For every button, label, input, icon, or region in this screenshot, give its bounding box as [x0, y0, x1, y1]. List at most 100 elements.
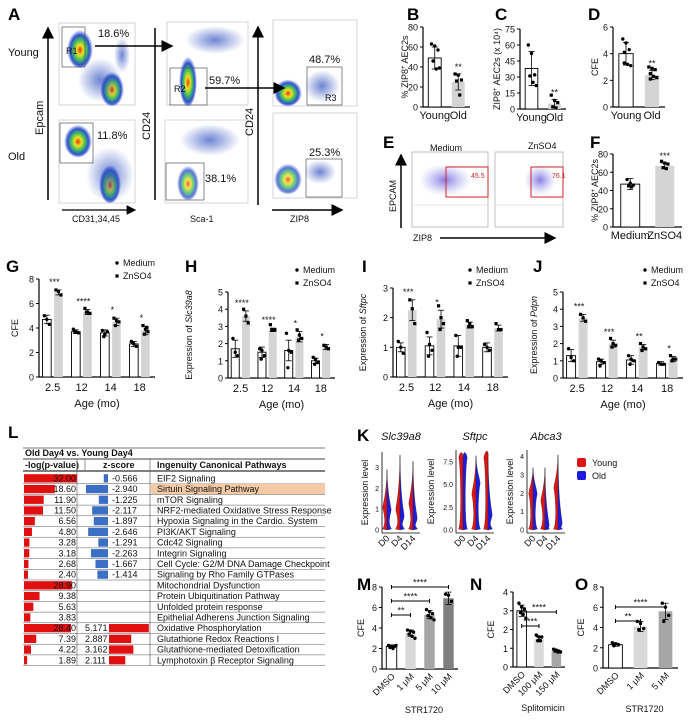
- x-tick-label: Young: [611, 110, 642, 122]
- data-point: [441, 322, 446, 326]
- significance-label: ****: [262, 315, 277, 325]
- zscore-bar: [85, 484, 108, 494]
- table-row: 2.68 -1.667 Cell Cycle: G2/M DNA Damage Ch…: [23, 559, 330, 570]
- pathway-name: Mitochondrial Dysfunction: [157, 580, 260, 590]
- data-point: [405, 628, 410, 632]
- bar: [295, 336, 304, 378]
- x-axis-label: Age (mo): [74, 398, 119, 410]
- data-point: [235, 353, 240, 358]
- bar: [608, 644, 623, 669]
- data-point: [427, 342, 432, 347]
- data-point: [455, 354, 459, 358]
- legend-marker-medium: [115, 261, 119, 265]
- row-label-young: Young: [8, 47, 39, 59]
- y-axis-label: CFE: [590, 58, 600, 76]
- pathway-name: Oxidative Phosphorylation: [157, 623, 262, 633]
- bar: [241, 316, 250, 378]
- data-point: [534, 633, 538, 637]
- data-point: [614, 343, 618, 347]
- data-point: [571, 359, 576, 363]
- data-point: [270, 328, 274, 332]
- y-tick-label: 3: [383, 284, 388, 294]
- flow-density: [86, 147, 134, 203]
- zscore-bar: [88, 527, 108, 536]
- significance-label: *: [294, 319, 298, 329]
- data-point: [73, 329, 77, 334]
- x-tick-label: 18: [661, 383, 673, 395]
- flow-panel-a: Young Old R1 18.6% 11.8% Epcam CD31,34,4…: [8, 19, 358, 224]
- pvalue-text: 3.18: [58, 548, 76, 558]
- panel-letter-d: D: [588, 5, 600, 24]
- zscore-text: -1.667: [112, 559, 138, 569]
- y-tick-label: 2.5: [443, 505, 453, 512]
- data-point: [622, 50, 626, 55]
- significance-label: **: [636, 331, 644, 341]
- y-tick-label: 3: [520, 473, 524, 480]
- data-point: [284, 331, 289, 335]
- y-tick-label: 0: [520, 528, 524, 535]
- pvalue-bar: [24, 581, 72, 590]
- x-tick-label: Old: [643, 110, 660, 122]
- pvalue-bar: [24, 613, 31, 622]
- y-tick-label: 5.0: [443, 482, 453, 489]
- data-point: [468, 322, 472, 326]
- data-point: [626, 184, 631, 188]
- x-tick-label: 14: [631, 383, 643, 395]
- data-point: [246, 321, 250, 325]
- data-point: [146, 330, 150, 334]
- data-point: [578, 312, 583, 316]
- y-tick-label: 4: [503, 588, 508, 598]
- x-tick-label: 2.5: [569, 383, 584, 395]
- x-axis-label: STR1720: [405, 705, 443, 715]
- zscore-text: -1.225: [112, 495, 138, 505]
- data-point: [459, 345, 463, 350]
- data-point: [558, 650, 563, 654]
- data-point: [622, 61, 626, 65]
- bar: [608, 343, 618, 378]
- zscore-text: 2.111: [85, 655, 106, 665]
- significance-label: ****: [403, 592, 418, 602]
- data-point: [485, 345, 489, 350]
- y-tick-label: 0: [218, 374, 223, 384]
- bar: [385, 646, 398, 670]
- data-point: [388, 645, 392, 650]
- y-tick-label: 40: [598, 186, 608, 196]
- pvalue-text: 11.90: [54, 495, 76, 505]
- x-tick-label: D14: [399, 533, 418, 552]
- table-row: 2.40 -1.414 Signaling by Rho Family GTPase…: [23, 570, 325, 581]
- gate-percent: 11.8%: [97, 130, 128, 142]
- pvalue-text: 11.50: [54, 506, 76, 516]
- pvalue-bar: [24, 645, 31, 654]
- y-tick-label: 0: [372, 665, 377, 675]
- chart-b: 0 20 40 60 80 % ZIP8+ AEC2s Young Old **: [400, 23, 470, 122]
- data-point: [549, 93, 553, 97]
- violin-young: [408, 461, 414, 531]
- y-tick-label: 80: [598, 150, 608, 160]
- data-point: [666, 162, 670, 166]
- data-point: [322, 343, 326, 347]
- data-point: [638, 342, 643, 346]
- violin-young: [395, 454, 401, 531]
- y-tick-label: 60: [505, 41, 515, 51]
- y-tick-label: 3: [553, 322, 558, 332]
- data-point: [494, 322, 498, 326]
- bar: [668, 359, 678, 378]
- data-point: [656, 360, 661, 365]
- data-point: [313, 357, 318, 361]
- flow-density: [67, 28, 93, 68]
- data-point: [449, 599, 454, 604]
- zscore-text: -2.117: [112, 506, 137, 516]
- axis-label-zip8: ZIP8: [413, 233, 432, 243]
- gate-percent: 18.6%: [98, 28, 129, 40]
- table-row: 32.00 -0.566 EIF2 Signaling: [23, 473, 325, 484]
- data-point: [399, 345, 403, 350]
- data-point: [465, 319, 469, 323]
- zscore-bar: [109, 645, 134, 654]
- pvalue-text: 28.40: [53, 623, 76, 633]
- violin-old: [532, 467, 538, 531]
- panel-letter-a: A: [8, 5, 20, 24]
- data-point: [642, 626, 646, 631]
